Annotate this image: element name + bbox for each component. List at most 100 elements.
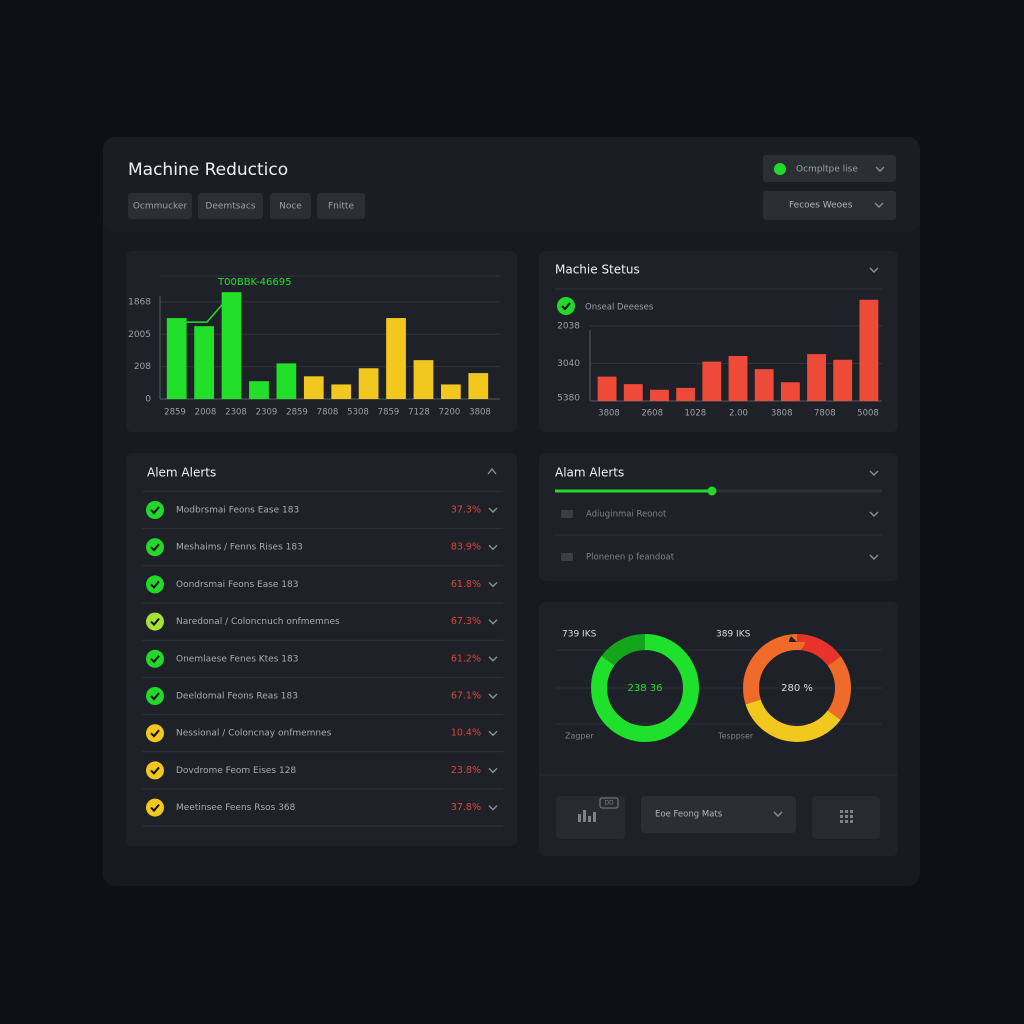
check-mark: [150, 692, 160, 701]
x-tick-label: 3808: [598, 409, 620, 419]
chevron: [488, 581, 498, 588]
status-icon: [146, 687, 164, 705]
tab-label: Ocmmucker: [133, 202, 188, 212]
button-icon: [850, 820, 853, 823]
button-icon: [840, 810, 843, 813]
status-panel: [539, 251, 898, 432]
bar: [780, 382, 800, 401]
page-title: Machine Reductico: [128, 160, 288, 180]
toolbar-select[interactable]: [641, 796, 796, 833]
x-tick-label: 2.00: [729, 409, 748, 419]
legend-label: Onseal Deeeses: [585, 303, 654, 313]
donut-panel: [539, 602, 898, 856]
status-icon: [557, 297, 575, 315]
button-icon: [845, 820, 848, 823]
bar: [331, 384, 352, 399]
button-icon: [578, 814, 581, 822]
y-tick-label: 0: [145, 395, 151, 405]
tab-label: Deemtsacs: [205, 202, 255, 212]
check-mark: [150, 543, 160, 552]
x-tick-label: 5308: [347, 408, 369, 418]
donut-segment: [743, 634, 851, 742]
donut-caption: Zagper: [565, 732, 594, 741]
button-icon: [845, 810, 848, 813]
badge-label: DD: [604, 800, 614, 807]
check-mark: [150, 655, 160, 664]
donut-center: 280 %: [781, 683, 813, 694]
status-icon: [146, 501, 164, 519]
chevron: [773, 811, 783, 817]
chevron: [869, 267, 879, 273]
tab[interactable]: [270, 193, 311, 219]
chevron: [488, 656, 498, 662]
button-icon: [583, 810, 586, 822]
filter-select[interactable]: [763, 191, 896, 220]
alert-value: 83.9%: [451, 542, 481, 553]
check-mark: [150, 506, 160, 515]
y-tick-label: 2005: [128, 330, 151, 340]
alert-label: Meetinsee Feens Rsos 368: [176, 803, 296, 813]
alert-label: Deeldomal Feons Reas 183: [176, 692, 298, 702]
filter-select-label: Fecoes Weoes: [789, 201, 853, 211]
x-tick-label: 3808: [469, 408, 491, 418]
toolbar-select-label: Eoe Feong Mats: [655, 810, 723, 820]
chevron: [488, 693, 498, 699]
button-icon: [588, 816, 591, 822]
bar: [676, 387, 696, 401]
button-icon: [840, 815, 843, 818]
tab[interactable]: [198, 193, 263, 219]
chevron: [488, 767, 498, 774]
x-tick-label: 2308: [225, 408, 247, 418]
bar: [728, 356, 748, 401]
y-tick-label: 1868: [128, 297, 151, 307]
x-tick-label: 2008: [195, 408, 217, 418]
button-icon: [850, 810, 853, 813]
x-tick-label: 2608: [641, 409, 663, 419]
check-mark: [150, 580, 160, 589]
alert-row-label: Adiuginmai Reonot: [586, 510, 667, 520]
donut-segment: [591, 634, 699, 742]
y-tick-label: 5380: [557, 394, 580, 404]
alert-label: Modbrsmai Feons Ease 183: [176, 506, 299, 516]
status-select[interactable]: [763, 155, 896, 182]
chevron: [488, 805, 498, 811]
chevron: [488, 507, 498, 513]
bar: [754, 369, 774, 401]
check-mark: [561, 302, 571, 311]
panel-title: Alam Alerts: [555, 466, 624, 480]
button-icon: [593, 812, 596, 822]
status-icon: [146, 538, 164, 557]
alert-label: Nessional / Coloncnay onfmemnes: [176, 729, 332, 739]
alert-value: 37.8%: [451, 802, 481, 813]
button-icon: [845, 815, 848, 818]
bar: [441, 384, 461, 399]
bar: [807, 354, 826, 401]
chevron: [488, 619, 498, 625]
alert-label: Dovdrome Feom Eises 128: [176, 766, 296, 776]
bar: [194, 326, 214, 399]
bar: [859, 299, 879, 401]
tab[interactable]: [128, 193, 192, 219]
x-tick-label: 7808: [317, 408, 339, 418]
progress-knob[interactable]: [707, 486, 717, 496]
chevron: [488, 730, 498, 737]
status-icon: [146, 761, 164, 780]
donut-label: 389 IKS: [716, 630, 751, 640]
check-mark: [150, 729, 160, 738]
x-tick-label: 7200: [439, 408, 461, 418]
x-tick-label: 7128: [408, 408, 430, 418]
chevron: [869, 554, 879, 560]
chevron: [875, 166, 885, 172]
tab-label: Fnitte: [328, 202, 354, 212]
bar: [386, 318, 406, 399]
bar: [597, 376, 617, 401]
tab[interactable]: [317, 193, 365, 219]
bar: [833, 359, 853, 401]
chevron: [869, 470, 879, 476]
x-tick-label: 2309: [256, 408, 278, 418]
x-tick-label: 2859: [286, 408, 308, 418]
alert-value: 61.8%: [451, 579, 481, 590]
alert-label: Meshaims / Fenns Rises 183: [176, 543, 303, 553]
status-icon: [146, 575, 164, 594]
donut-segment: [743, 634, 851, 742]
